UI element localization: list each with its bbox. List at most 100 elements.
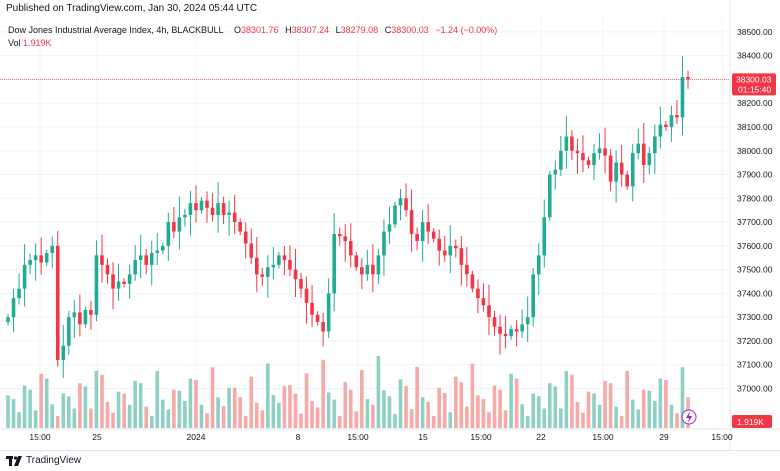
price-chart[interactable]: 37000.00 37100.00 37200.00 37300.00 37400.00… xyxy=(0,0,780,450)
candle-body xyxy=(442,250,447,256)
x-tick-label: 22 xyxy=(536,432,546,442)
lightning-icon[interactable] xyxy=(681,409,697,425)
price-badge-countdown: 01:15:40 xyxy=(738,84,771,94)
volume-bar xyxy=(503,410,508,428)
volume-bar xyxy=(426,401,430,428)
candle-body xyxy=(315,314,320,322)
candle-body xyxy=(454,245,458,249)
volume-bar xyxy=(675,413,679,428)
candle-body xyxy=(559,150,563,170)
volume-bar xyxy=(420,397,425,428)
candle xyxy=(194,185,198,223)
volume-bar xyxy=(166,409,171,428)
candle xyxy=(144,248,149,275)
candle xyxy=(337,227,342,246)
x-tick-label: 2024 xyxy=(187,432,206,442)
candle xyxy=(492,310,497,336)
chart-legend: Dow Jones Industrial Average Index, 4h, … xyxy=(8,24,497,49)
candle xyxy=(172,207,176,239)
x-tick-label: 15:00 xyxy=(29,432,51,442)
candle xyxy=(166,212,171,261)
legend-vol-value: 1.919K xyxy=(23,38,52,48)
volume-bar xyxy=(332,399,336,428)
candle-body xyxy=(310,302,314,315)
volume-bar xyxy=(61,393,66,428)
volume-bar xyxy=(277,402,281,428)
candle xyxy=(28,253,32,275)
candle-body xyxy=(160,245,165,251)
candle xyxy=(160,242,165,255)
candle xyxy=(11,288,16,333)
candle xyxy=(614,150,618,203)
volume-bar xyxy=(592,393,596,428)
candle xyxy=(586,156,591,169)
volume-bar xyxy=(144,406,149,428)
candle xyxy=(50,236,55,268)
y-tick-label: 37800.00 xyxy=(737,193,773,203)
candle xyxy=(426,204,430,244)
candle xyxy=(277,251,281,269)
volume-bar xyxy=(89,408,93,428)
volume-bar xyxy=(376,356,381,428)
candle-body xyxy=(365,264,370,275)
volume-bar xyxy=(608,383,613,428)
candle xyxy=(326,278,331,338)
candle xyxy=(481,283,486,312)
candle xyxy=(232,194,237,235)
candle-body xyxy=(67,317,71,346)
candle xyxy=(254,237,259,293)
volume-bar xyxy=(348,389,353,428)
candle xyxy=(404,183,408,217)
candle xyxy=(271,247,276,280)
volume-bar xyxy=(111,412,115,428)
candle xyxy=(376,248,381,284)
candle-body xyxy=(282,255,287,261)
candle xyxy=(592,143,596,180)
candle xyxy=(94,240,99,322)
candle-body xyxy=(122,281,126,284)
candle xyxy=(625,170,629,190)
candle xyxy=(260,267,265,287)
candle xyxy=(514,319,519,347)
candle-body xyxy=(39,255,43,263)
volume-bar xyxy=(658,378,663,428)
y-tick-label: 37900.00 xyxy=(737,170,773,180)
candle-body xyxy=(437,238,442,251)
volume-bar xyxy=(183,401,187,428)
candle xyxy=(293,248,298,297)
legend-low: 38279.08 xyxy=(340,25,379,35)
candle xyxy=(553,160,558,190)
candle-body xyxy=(581,153,585,161)
volume-bar xyxy=(122,393,126,428)
volume-bar xyxy=(50,404,55,428)
candle xyxy=(61,325,66,378)
x-tick-label: 15:00 xyxy=(711,432,733,442)
volume-bar xyxy=(470,363,475,428)
volume-bar xyxy=(520,404,524,428)
candle xyxy=(520,309,524,338)
candle-body xyxy=(686,77,690,80)
candle-body xyxy=(636,143,641,154)
y-tick-label: 38200.00 xyxy=(737,98,773,108)
volume-bar xyxy=(205,413,209,428)
candle-body xyxy=(210,207,215,215)
candle xyxy=(669,105,674,142)
volume-bar xyxy=(514,378,519,428)
candle xyxy=(647,146,652,175)
candle xyxy=(465,247,469,287)
y-tick-label: 37600.00 xyxy=(737,241,773,251)
candle xyxy=(448,225,453,274)
candle-body xyxy=(614,162,618,182)
candle xyxy=(116,263,121,301)
candle-body xyxy=(669,115,674,127)
volume-bar xyxy=(398,379,403,428)
candle-body xyxy=(348,241,353,256)
candle xyxy=(149,240,154,286)
candle xyxy=(675,100,679,124)
volume-bar xyxy=(238,397,242,428)
volume-bar xyxy=(216,397,220,428)
tradingview-logo[interactable]: TradingView xyxy=(6,455,81,466)
candle-body xyxy=(44,252,49,263)
candle-body xyxy=(603,148,607,156)
candle xyxy=(216,182,220,233)
